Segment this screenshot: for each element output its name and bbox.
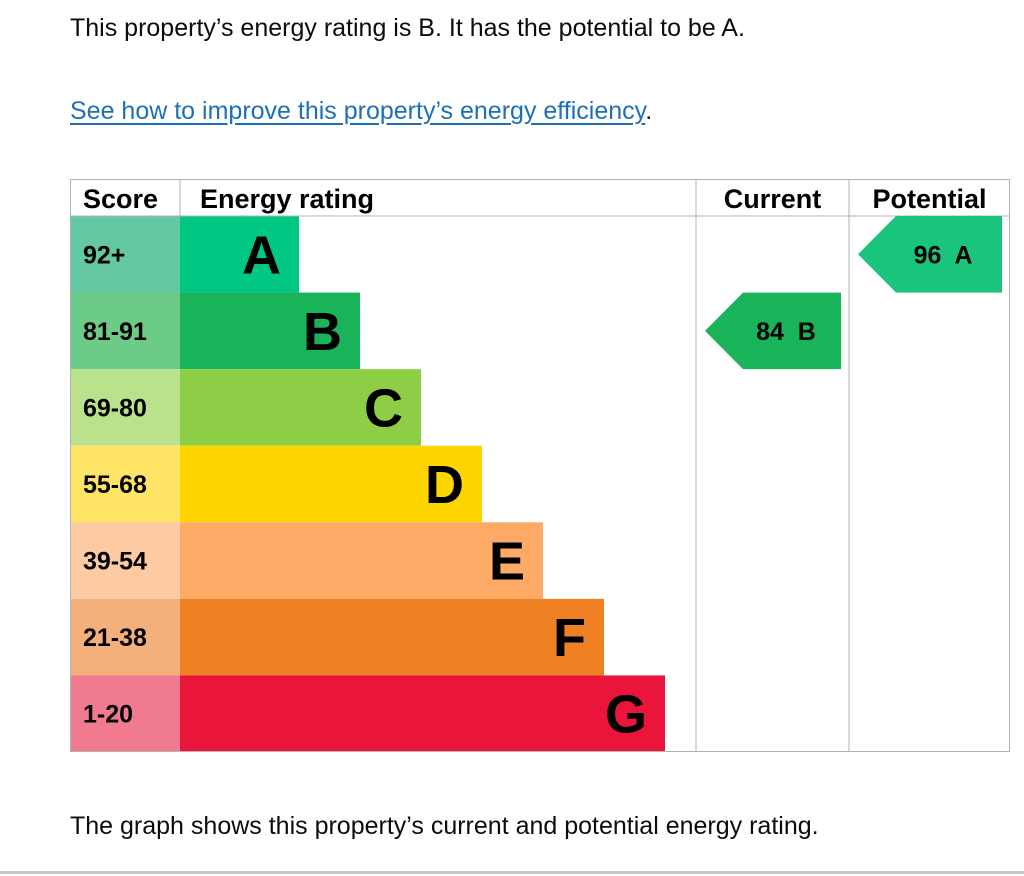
chart-svg: Score Energy rating Current Potential 92+ A 81… — [70, 179, 1010, 752]
rating-letter-b: B — [303, 302, 342, 362]
score-cell-e — [70, 522, 180, 599]
score-range-e: 39-54 — [83, 548, 147, 576]
rating-letter-a: A — [242, 225, 281, 285]
score-cell-a — [70, 216, 180, 293]
score-range-c: 69-80 — [83, 394, 147, 422]
energy-rating-chart: Score Energy rating Current Potential 92+ A 81… — [70, 179, 1010, 752]
rating-letter-g: G — [605, 685, 647, 745]
score-range-b: 81-91 — [83, 318, 147, 346]
chart-caption: The graph shows this property’s current … — [70, 812, 819, 840]
score-range-a: 92+ — [83, 241, 125, 269]
divider — [0, 871, 1024, 874]
improve-link[interactable]: See how to improve this property’s energ… — [70, 97, 646, 125]
current-rating-arrow — [705, 292, 841, 370]
rating-bar-f — [180, 598, 604, 676]
potential-rating-label: 96 A — [914, 241, 973, 269]
score-range-g: 1-20 — [83, 701, 133, 729]
rating-letter-e: E — [489, 532, 525, 592]
chart-border — [70, 179, 1010, 752]
rating-bar-b — [180, 292, 360, 370]
improve-paragraph: See how to improve this property’s energ… — [70, 97, 652, 126]
header-score: Score — [83, 184, 158, 214]
rating-bar-a — [180, 216, 299, 293]
potential-rating-arrow — [858, 216, 1002, 293]
intro-text: This property’s energy rating is B. It h… — [70, 14, 745, 42]
score-cell-c — [70, 369, 180, 446]
rating-bar-g — [180, 675, 665, 752]
header-current: Current — [724, 184, 822, 214]
score-cell-b — [70, 292, 180, 370]
rating-letter-c: C — [364, 378, 403, 438]
rating-bar-c — [180, 369, 421, 446]
rating-bar-d — [180, 445, 482, 523]
link-suffix: . — [645, 97, 653, 125]
rating-letter-d: D — [425, 455, 464, 515]
rating-letter-f: F — [553, 608, 586, 668]
score-cell-f — [70, 598, 180, 676]
score-range-d: 55-68 — [83, 471, 147, 499]
score-cell-g — [70, 675, 180, 752]
current-rating-label: 84 B — [756, 318, 816, 346]
header-energy-rating: Energy rating — [200, 184, 374, 214]
score-range-f: 21-38 — [83, 624, 147, 652]
header-potential: Potential — [872, 184, 986, 214]
rating-bar-e — [180, 522, 543, 599]
score-cell-d — [70, 445, 180, 523]
